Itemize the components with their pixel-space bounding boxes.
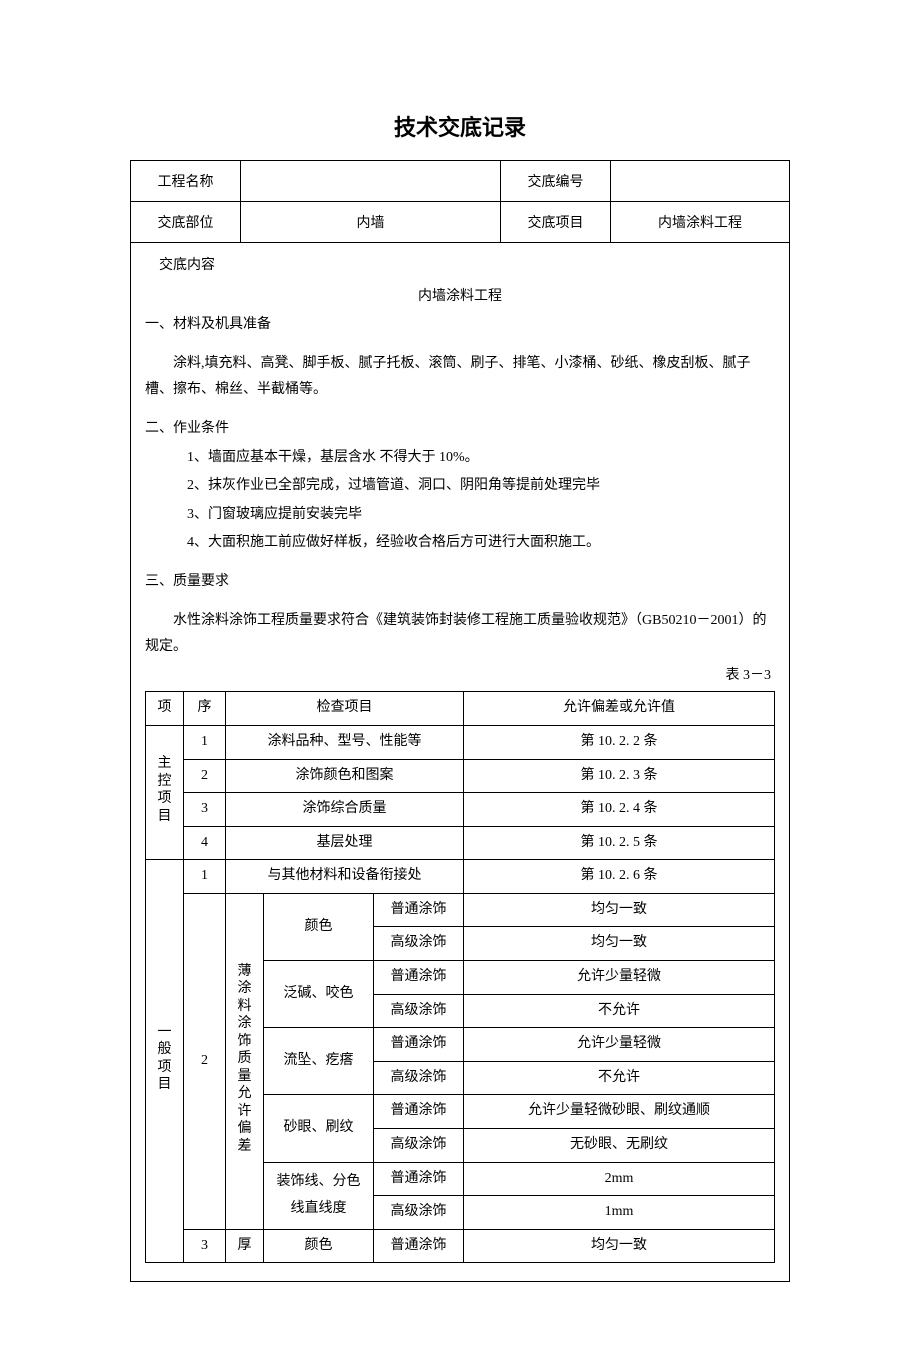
qh-col3: 检查项目 bbox=[226, 692, 464, 726]
sec1-title: 一、材料及机具准备 bbox=[145, 312, 775, 339]
sec3-title: 三、质量要求 bbox=[145, 569, 775, 596]
g2r2-val-2b: 不允许 bbox=[464, 994, 775, 1028]
table-row: 4 基层处理 第 10. 2. 5 条 bbox=[146, 826, 775, 860]
table-row: 3 涂饰综合质量 第 10. 2. 4 条 bbox=[146, 793, 775, 827]
g1-item-2: 涂饰颜色和图案 bbox=[226, 759, 464, 793]
g2r2-val-5b: 1mm bbox=[464, 1196, 775, 1230]
sec3-body: 水性涂料涂饰工程质量要求符合《建筑装饰封装修工程施工质量验收规范》（GB5021… bbox=[145, 608, 775, 661]
g1-item-4: 基层处理 bbox=[226, 826, 464, 860]
g2r2-lvl-2b: 高级涂饰 bbox=[374, 994, 464, 1028]
sec2-item-1: 1、墙面应基本干燥，基层含水 不得大于 10%。 bbox=[145, 445, 775, 472]
g1-seq-3: 3 bbox=[184, 793, 226, 827]
g2r2-val-4b: 无砂眼、无刷纹 bbox=[464, 1129, 775, 1163]
g1-seq-1: 1 bbox=[184, 725, 226, 759]
g2r2-label: 薄涂料涂饰质量允许偏差 bbox=[238, 963, 252, 1156]
g2r2-val-5a: 2mm bbox=[464, 1162, 775, 1196]
page-title: 技术交底记录 bbox=[130, 110, 790, 142]
g1-seq-4: 4 bbox=[184, 826, 226, 860]
g1-val-4: 第 10. 2. 5 条 bbox=[464, 826, 775, 860]
g2r2-name-4: 砂眼、刷纹 bbox=[264, 1095, 374, 1162]
g1-val-2: 第 10. 2. 3 条 bbox=[464, 759, 775, 793]
g2r2-lvl-3b: 高级涂饰 bbox=[374, 1061, 464, 1095]
g2r2-val-3a: 允许少量轻微 bbox=[464, 1028, 775, 1062]
g2r2-name-2: 泛碱、咬色 bbox=[264, 961, 374, 1028]
header-table: 工程名称 交底编号 交底部位 内墙 交底项目 内墙涂料工程 bbox=[130, 160, 790, 243]
project-name-label: 工程名称 bbox=[131, 161, 241, 202]
g1-val-3: 第 10. 2. 4 条 bbox=[464, 793, 775, 827]
g2r2-val-3b: 不允许 bbox=[464, 1061, 775, 1095]
g2r2-lvl-1b: 高级涂饰 bbox=[374, 927, 464, 961]
content-body: 交底内容 内墙涂料工程 一、材料及机具准备 涂料,填充料、高凳、脚手板、腻子托板… bbox=[130, 243, 790, 1282]
g2r2-lvl-3a: 普通涂饰 bbox=[374, 1028, 464, 1062]
g2r2-lvl-5b: 高级涂饰 bbox=[374, 1196, 464, 1230]
g2r2-name-1: 颜色 bbox=[264, 893, 374, 960]
g2r2-lvl-2a: 普通涂饰 bbox=[374, 961, 464, 995]
g2r2-lvl-5a: 普通涂饰 bbox=[374, 1162, 464, 1196]
sec2-item-4: 4、大面积施工前应做好样板，经验收合格后方可进行大面积施工。 bbox=[145, 530, 775, 557]
qh-col4: 允许偏差或允许值 bbox=[464, 692, 775, 726]
group1-label: 主控项目 bbox=[158, 755, 172, 825]
doc-no-label: 交底编号 bbox=[501, 161, 611, 202]
group2-label: 一般项目 bbox=[158, 1024, 172, 1094]
g1-item-3: 涂饰综合质量 bbox=[226, 793, 464, 827]
g2r2-lvl-4a: 普通涂饰 bbox=[374, 1095, 464, 1129]
q-head-row: 项 序 检查项目 允许偏差或允许值 bbox=[146, 692, 775, 726]
g2r2-seq: 2 bbox=[184, 893, 226, 1229]
g2r1-val: 第 10. 2. 6 条 bbox=[464, 860, 775, 894]
sec2-item-3: 3、门窗玻璃应提前安装完毕 bbox=[145, 502, 775, 529]
project-name-value bbox=[241, 161, 501, 202]
g2r3-name: 颜色 bbox=[264, 1229, 374, 1263]
table-row: 一般项目 1 与其他材料和设备衔接处 第 10. 2. 6 条 bbox=[146, 860, 775, 894]
table-row: 2 薄涂料涂饰质量允许偏差 颜色 普通涂饰 均匀一致 bbox=[146, 893, 775, 927]
sec2-item-2: 2、抹灰作业已全部完成，过墙管道、洞口、阴阳角等提前处理完毕 bbox=[145, 473, 775, 500]
g1-seq-2: 2 bbox=[184, 759, 226, 793]
g2r2-name-5: 装饰线、分色线直线度 bbox=[264, 1162, 374, 1229]
table-row: 2 涂饰颜色和图案 第 10. 2. 3 条 bbox=[146, 759, 775, 793]
part-value: 内墙 bbox=[241, 202, 501, 243]
g2r2-lvl-4b: 高级涂饰 bbox=[374, 1129, 464, 1163]
g1-item-1: 涂料品种、型号、性能等 bbox=[226, 725, 464, 759]
g2r1-seq: 1 bbox=[184, 860, 226, 894]
sec2-title: 二、作业条件 bbox=[145, 416, 775, 443]
g2r2-val-1a: 均匀一致 bbox=[464, 893, 775, 927]
table-row: 主控项目 1 涂料品种、型号、性能等 第 10. 2. 2 条 bbox=[146, 725, 775, 759]
qh-col2: 序 bbox=[184, 692, 226, 726]
part-label: 交底部位 bbox=[131, 202, 241, 243]
quality-table: 项 序 检查项目 允许偏差或允许值 主控项目 1 涂料品种、型号、性能等 第 1… bbox=[145, 691, 775, 1263]
g2r2-val-2a: 允许少量轻微 bbox=[464, 961, 775, 995]
table-row: 3 厚 颜色 普通涂饰 均匀一致 bbox=[146, 1229, 775, 1263]
g2r3-label: 厚 bbox=[226, 1229, 264, 1263]
g2r2-name-3: 流坠、疙瘩 bbox=[264, 1028, 374, 1095]
g2r3-seq: 3 bbox=[184, 1229, 226, 1263]
item-label: 交底项目 bbox=[501, 202, 611, 243]
g2r2-val-1b: 均匀一致 bbox=[464, 927, 775, 961]
content-title: 内墙涂料工程 bbox=[145, 284, 775, 311]
g2r3-val: 均匀一致 bbox=[464, 1229, 775, 1263]
g2r3-level: 普通涂饰 bbox=[374, 1229, 464, 1263]
doc-no-value bbox=[611, 161, 790, 202]
g2r1-item: 与其他材料和设备衔接处 bbox=[226, 860, 464, 894]
g2r2-lvl-1a: 普通涂饰 bbox=[374, 893, 464, 927]
content-label: 交底内容 bbox=[145, 253, 775, 280]
qh-col1: 项 bbox=[146, 692, 184, 726]
g2r2-val-4a: 允许少量轻微砂眼、刷纹通顺 bbox=[464, 1095, 775, 1129]
g1-val-1: 第 10. 2. 2 条 bbox=[464, 725, 775, 759]
item-value: 内墙涂料工程 bbox=[611, 202, 790, 243]
table-caption: 表 3－3 bbox=[145, 663, 775, 690]
sec1-body: 涂料,填充料、高凳、脚手板、腻子托板、滚筒、刷子、排笔、小漆桶、砂纸、橡皮刮板、… bbox=[145, 351, 775, 404]
